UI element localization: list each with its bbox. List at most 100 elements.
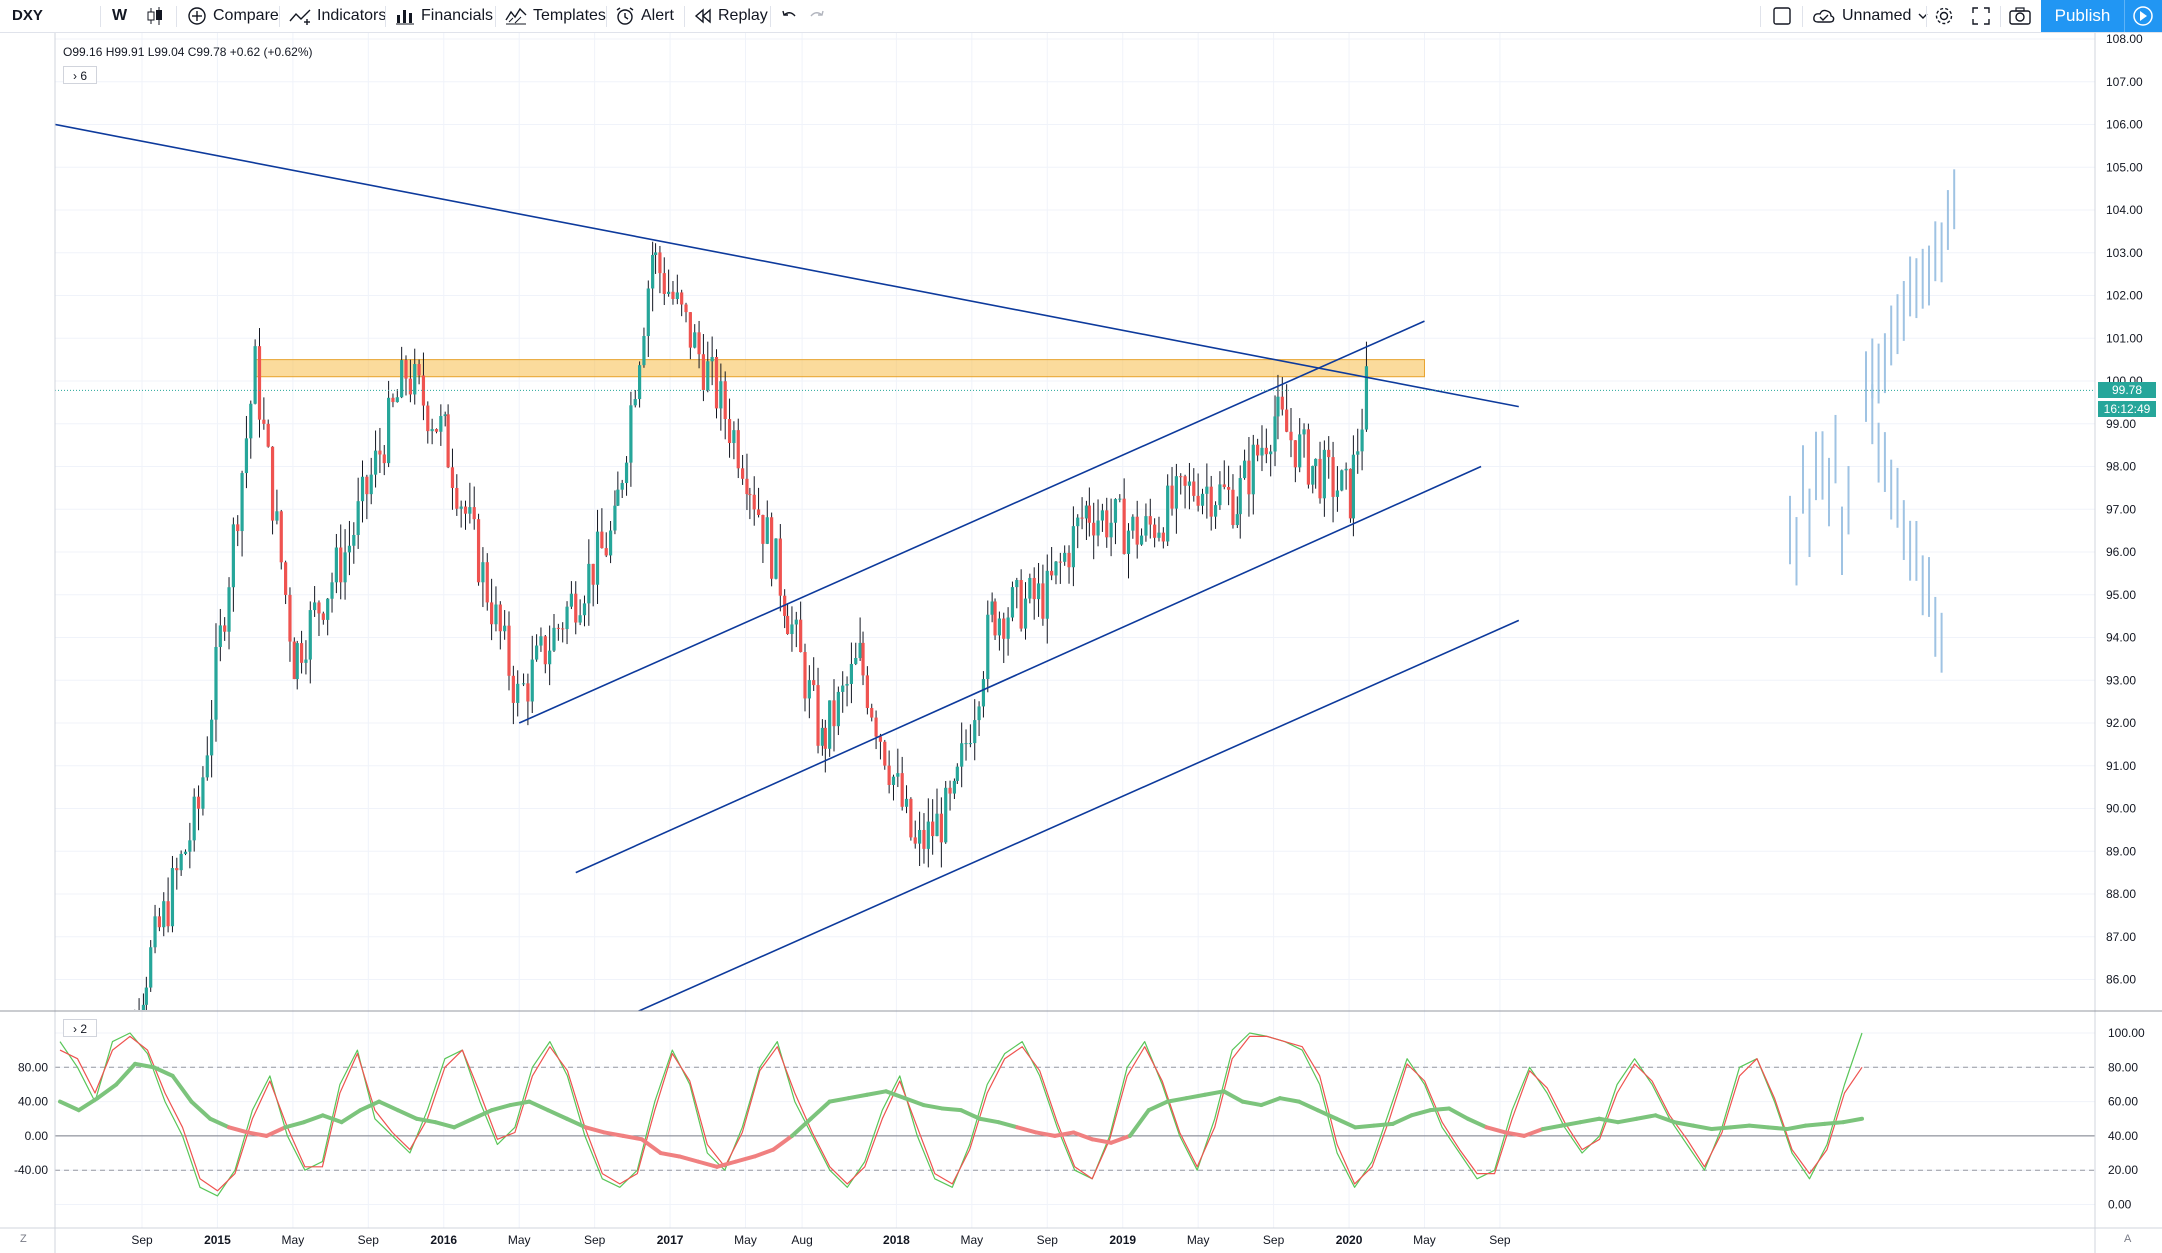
osc-thick-segment (846, 1092, 870, 1101)
candle-up (587, 563, 591, 604)
candle-down (684, 304, 688, 313)
candle-up (595, 531, 600, 585)
toolbar-divider (100, 6, 101, 27)
candle-up (253, 346, 257, 404)
osc-thick-segment (1240, 1099, 1264, 1108)
candle-up (539, 636, 543, 646)
candle-up (1109, 522, 1113, 538)
candle-down (741, 468, 745, 479)
osc-thick-segment (1653, 1113, 1677, 1125)
candle-down (574, 593, 578, 623)
candle-up (162, 901, 166, 928)
auto-scale-letter[interactable]: A (2124, 1233, 2131, 1245)
interval-button[interactable]: W (112, 0, 127, 32)
layout-menu-button[interactable]: Unnamed (1812, 0, 1929, 32)
candle-down (604, 548, 608, 556)
candle-up (935, 813, 939, 837)
expand-icon (1971, 6, 1991, 26)
candle-up (794, 619, 798, 625)
candle-up (1238, 478, 1242, 515)
indicators-button[interactable]: Indicators (289, 0, 386, 32)
main-collapse-count: 6 (80, 69, 88, 83)
price-tick-label: 93.00 (2106, 673, 2136, 687)
osc-thick-segment (714, 1159, 738, 1169)
candle-down (485, 562, 489, 603)
price-tick-label: 88.00 (2106, 887, 2136, 901)
time-tick-label: Sep (1263, 1233, 1285, 1247)
candle-down (257, 346, 262, 420)
candle-down (900, 773, 904, 807)
fullscreen-button[interactable] (1971, 0, 1991, 32)
financials-label: Financials (421, 7, 494, 24)
chart-type-button[interactable] (146, 0, 164, 32)
candle-down (939, 813, 943, 843)
candle-up (624, 462, 629, 484)
osc-thick-segment (1165, 1096, 1189, 1104)
candle-down (339, 547, 343, 583)
candle-down (561, 628, 565, 630)
oscillator-legend-toggle[interactable]: › 2 (63, 1019, 97, 1037)
candle-down (662, 273, 666, 294)
osc-thick-segment (339, 1108, 363, 1125)
osc-thick-segment (151, 1065, 175, 1078)
top-toolbar: DXY W Compare Indicators Financials Temp… (0, 0, 2162, 33)
candle-down (770, 517, 774, 579)
candle-up (891, 776, 896, 785)
candle-up (1200, 493, 1205, 506)
timezone-letter-left[interactable]: Z (20, 1233, 27, 1245)
undo-button[interactable] (780, 0, 798, 32)
toolbar-divider (279, 6, 280, 27)
osc-thick-segment (1578, 1116, 1602, 1125)
time-tick-label: Sep (131, 1233, 153, 1247)
toolbar-divider (385, 6, 386, 27)
candle-down (421, 375, 426, 406)
osc-thick-segment (189, 1099, 213, 1121)
candle-down (1327, 449, 1331, 458)
symbol-search[interactable]: DXY (12, 0, 43, 32)
osc-thick-segment (1559, 1120, 1583, 1128)
osc-thick-segment (302, 1113, 325, 1125)
osc-thick-segment (95, 1082, 119, 1101)
main-legend-toggle[interactable]: › 6 (63, 66, 97, 84)
redo-button[interactable] (808, 0, 826, 32)
price-tick-label: 90.00 (2106, 802, 2136, 816)
osc-thick-segment (1371, 1121, 1395, 1128)
play-button[interactable] (2124, 0, 2162, 32)
resistance-zone[interactable] (254, 359, 1425, 378)
candle-down (1183, 476, 1187, 486)
osc-thick-segment (733, 1154, 757, 1164)
compare-button[interactable]: Compare (187, 0, 279, 32)
candle-up (1356, 451, 1360, 455)
candle-down (865, 675, 869, 708)
candle-up (552, 627, 556, 651)
fullscreen-layout-button[interactable] (1772, 0, 1792, 32)
templates-button[interactable]: Templates (505, 0, 606, 32)
financials-button[interactable]: Financials (395, 0, 493, 32)
candle-up (1036, 583, 1041, 600)
candle-up (1084, 505, 1089, 519)
candle-down (408, 378, 412, 395)
settings-button[interactable] (1933, 0, 1955, 32)
price-tick-label: 98.00 (2106, 460, 2136, 474)
candle-up (926, 821, 930, 849)
candle-up (620, 483, 624, 490)
projection-bars[interactable] (1789, 169, 1956, 673)
chart-area[interactable]: 108.00 107.00 106.00 105.00 104.00 103.00 102.… (0, 33, 2162, 1253)
replay-button[interactable]: Replay (694, 0, 768, 32)
candle-up (904, 798, 909, 807)
publish-button[interactable]: Publish (2041, 0, 2124, 32)
candle-down (279, 511, 283, 563)
price-tick-label: 99.00 (2106, 417, 2136, 431)
trendlines-layer[interactable] (0, 90, 1520, 1022)
price-tick-label: 102.00 (2106, 289, 2143, 303)
candle-up (1100, 510, 1104, 521)
osc-thick-segment (1447, 1106, 1470, 1121)
alert-button[interactable]: Alert (615, 0, 674, 32)
candle-up (548, 650, 552, 665)
snapshot-button[interactable] (2009, 0, 2031, 32)
candle-up (1126, 530, 1131, 554)
osc-thick-segment (1728, 1123, 1752, 1130)
candle-down (382, 454, 386, 464)
candle-up (638, 365, 642, 400)
candle-down (799, 619, 803, 653)
